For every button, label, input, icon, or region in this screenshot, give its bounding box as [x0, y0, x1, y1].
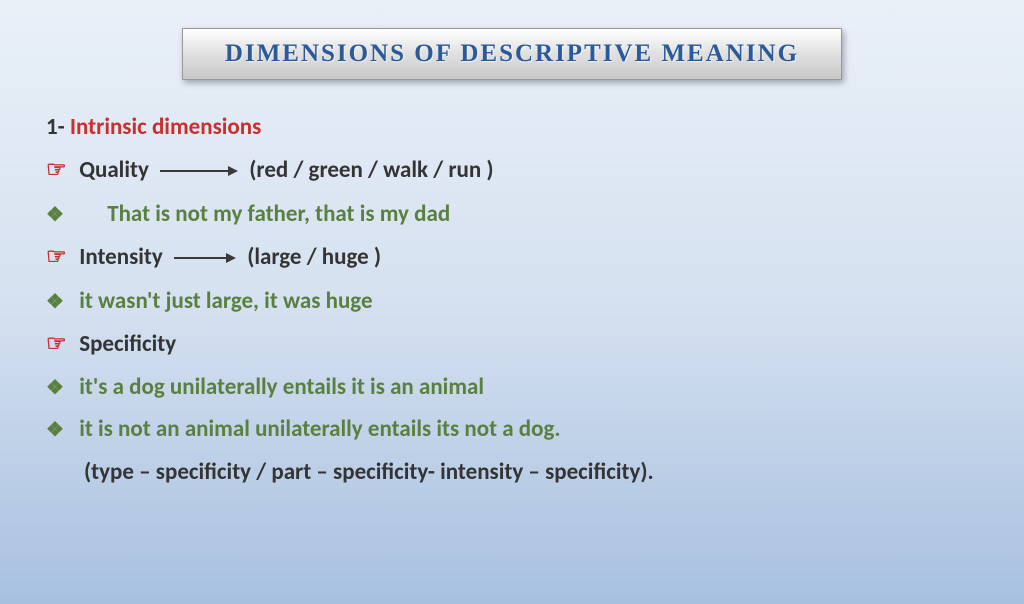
arrow-icon: [160, 149, 238, 192]
example-text: it is not an animal unilaterally entails…: [79, 415, 560, 443]
hand-icon: ☞: [46, 236, 74, 279]
line-example-1: ❖ That is not my father, that is my dad: [46, 193, 1024, 236]
line-example-2: ❖ it wasn't just large, it was huge: [46, 280, 1024, 323]
line-heading: 1- Intrinsic dimensions: [46, 106, 1024, 149]
heading-number: 1-: [46, 113, 70, 141]
intensity-label: Intensity: [79, 243, 163, 271]
line-intensity: ☞ Intensity (large / huge ): [46, 236, 1024, 281]
diamond-icon: ❖: [46, 197, 74, 234]
quality-label: Quality: [79, 156, 149, 184]
arrow-head: [228, 166, 238, 176]
line-example-4: ❖ it is not an animal unilaterally entai…: [46, 408, 1024, 451]
quality-examples: (red / green / walk / run ): [249, 156, 493, 184]
line-specificity: ☞ Specificity: [46, 323, 1024, 366]
example-text: That is not my father, that is my dad: [79, 200, 450, 228]
intensity-examples: (large / huge ): [247, 243, 381, 271]
summary-text: (type – specificity / part – specificity…: [84, 458, 654, 486]
slide-title: DIMENSIONS OF DESCRIPTIVE MEANING: [225, 40, 799, 68]
diamond-icon: ❖: [46, 284, 74, 321]
arrow-line: [160, 170, 228, 172]
content-area: 1- Intrinsic dimensions ☞ Quality (red /…: [46, 106, 1024, 493]
example-text: it's a dog unilaterally entails it is an…: [79, 373, 484, 401]
line-quality: ☞ Quality (red / green / walk / run ): [46, 149, 1024, 194]
arrow-head: [226, 253, 236, 263]
example-text: it wasn't just large, it was huge: [79, 287, 372, 315]
arrow-icon: [174, 236, 236, 279]
arrow-line: [174, 257, 226, 259]
diamond-icon: ❖: [46, 370, 74, 407]
hand-icon: ☞: [46, 149, 74, 192]
specificity-label: Specificity: [79, 330, 176, 358]
heading-text: Intrinsic dimensions: [70, 113, 261, 141]
hand-icon: ☞: [46, 323, 74, 366]
line-summary: (type – specificity / part – specificity…: [46, 451, 1024, 494]
diamond-icon: ❖: [46, 412, 74, 449]
line-example-3: ❖ it's a dog unilaterally entails it is …: [46, 366, 1024, 409]
title-box: DIMENSIONS OF DESCRIPTIVE MEANING: [182, 28, 842, 80]
